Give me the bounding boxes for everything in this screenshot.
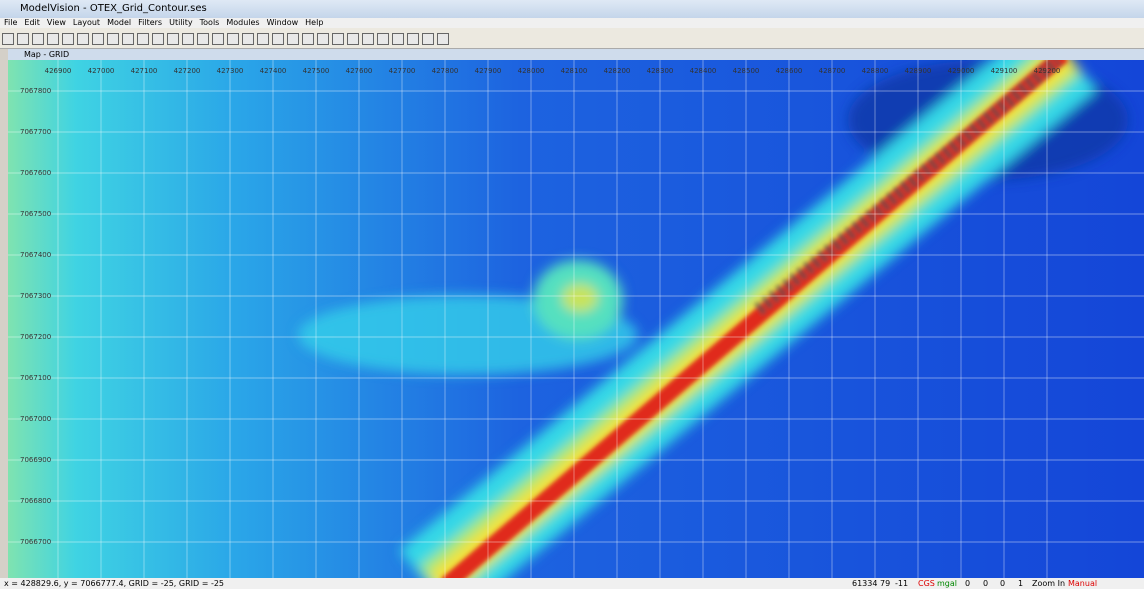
y-label: 7067500 [20, 210, 51, 218]
tool[interactable] [107, 33, 119, 45]
menu-item[interactable]: Utility [169, 18, 193, 27]
x-label: 428100 [561, 67, 588, 75]
tool[interactable] [122, 33, 134, 45]
status-field: 1 [1018, 578, 1023, 589]
y-label: 7067600 [20, 169, 51, 177]
x-label: 429100 [991, 67, 1018, 75]
y-label: 7067000 [20, 415, 51, 423]
tool[interactable] [257, 33, 269, 45]
tool[interactable] [212, 33, 224, 45]
x-label: 427900 [475, 67, 502, 75]
status-field: 0 [983, 578, 988, 589]
tool[interactable] [392, 33, 404, 45]
x-label: 427400 [260, 67, 287, 75]
menu-item[interactable]: View [47, 18, 66, 27]
tool[interactable] [227, 33, 239, 45]
status-bar: x = 428829.6, y = 7066777.4, GRID = -25,… [0, 578, 1144, 589]
y-label: 7066900 [20, 456, 51, 464]
status-field: 0 [1000, 578, 1005, 589]
menu-item[interactable]: Layout [73, 18, 100, 27]
menu-item[interactable]: Filters [138, 18, 162, 27]
y-label: 7067400 [20, 251, 51, 259]
status-field: mgal [937, 578, 957, 589]
screen: ModelVision - OTEX_Grid_Contour.ses File… [0, 0, 1144, 589]
x-label: 427200 [174, 67, 201, 75]
y-label: 7067700 [20, 128, 51, 136]
status-field: 61334 [852, 578, 877, 589]
tool[interactable] [62, 33, 74, 45]
x-label: 428700 [819, 67, 846, 75]
status-field: Manual [1068, 578, 1097, 589]
map-canvas[interactable]: 426900 427000 427100 427200 427300 427400 4275… [8, 60, 1144, 578]
status-field: CGS [918, 578, 935, 589]
y-label: 7067300 [20, 292, 51, 300]
tool[interactable] [407, 33, 419, 45]
tool[interactable] [362, 33, 374, 45]
y-label: 7066700 [20, 538, 51, 546]
tool[interactable] [152, 33, 164, 45]
tool[interactable] [77, 33, 89, 45]
status-field: -11 [895, 578, 908, 589]
status-field: 0 [965, 578, 970, 589]
x-label: 428900 [905, 67, 932, 75]
tool[interactable] [242, 33, 254, 45]
tool[interactable] [32, 33, 44, 45]
menu-item[interactable]: Window [267, 18, 299, 27]
x-label: 427800 [432, 67, 459, 75]
x-label: 427000 [88, 67, 115, 75]
tool[interactable] [182, 33, 194, 45]
tool[interactable] [422, 33, 434, 45]
y-label: 7067200 [20, 333, 51, 341]
x-label: 428300 [647, 67, 674, 75]
x-label: 428800 [862, 67, 889, 75]
x-label: 427600 [346, 67, 373, 75]
tool[interactable] [2, 33, 14, 45]
status-field: 79 [880, 578, 890, 589]
y-label: 7067100 [20, 374, 51, 382]
menu-item[interactable]: Edit [24, 18, 40, 27]
tool[interactable] [332, 33, 344, 45]
x-label: 428000 [518, 67, 545, 75]
cursor-position: x = 428829.6, y = 7066777.4, GRID = -25,… [4, 579, 224, 588]
menu-item[interactable]: Model [107, 18, 131, 27]
toolbar [0, 28, 1144, 49]
map-window: Map - GRID 426900 427000 427100 427200 42730… [8, 49, 1144, 578]
tool[interactable] [47, 33, 59, 45]
tool[interactable] [137, 33, 149, 45]
x-label: 427500 [303, 67, 330, 75]
x-label: 427100 [131, 67, 158, 75]
tool[interactable] [377, 33, 389, 45]
menu-item[interactable]: File [4, 18, 17, 27]
x-label: 429000 [948, 67, 975, 75]
x-label: 428500 [733, 67, 760, 75]
tool[interactable] [167, 33, 179, 45]
x-label: 428400 [690, 67, 717, 75]
tool[interactable] [272, 33, 284, 45]
tool[interactable] [197, 33, 209, 45]
tool[interactable] [437, 33, 449, 45]
map-title: Map - GRID [8, 49, 1144, 60]
tool[interactable] [347, 33, 359, 45]
tool[interactable] [92, 33, 104, 45]
status-field: Zoom In [1032, 578, 1065, 589]
menu-bar: File Edit View Layout Model Filters Utility Too… [0, 18, 1144, 28]
menu-item[interactable]: Help [305, 18, 323, 27]
x-label: 426900 [45, 67, 72, 75]
x-label: 427700 [389, 67, 416, 75]
x-label: 427300 [217, 67, 244, 75]
y-label: 7067800 [20, 87, 51, 95]
window-title: ModelVision - OTEX_Grid_Contour.ses [20, 3, 207, 14]
tool[interactable] [287, 33, 299, 45]
menu-item[interactable]: Tools [200, 18, 220, 27]
x-label: 428600 [776, 67, 803, 75]
menu-item[interactable]: Modules [226, 18, 259, 27]
tool[interactable] [17, 33, 29, 45]
x-label: 428200 [604, 67, 631, 75]
tool[interactable] [302, 33, 314, 45]
tool[interactable] [317, 33, 329, 45]
y-label: 7066800 [20, 497, 51, 505]
title-bar: ModelVision - OTEX_Grid_Contour.ses [0, 0, 1144, 18]
x-label: 429200 [1034, 67, 1061, 75]
